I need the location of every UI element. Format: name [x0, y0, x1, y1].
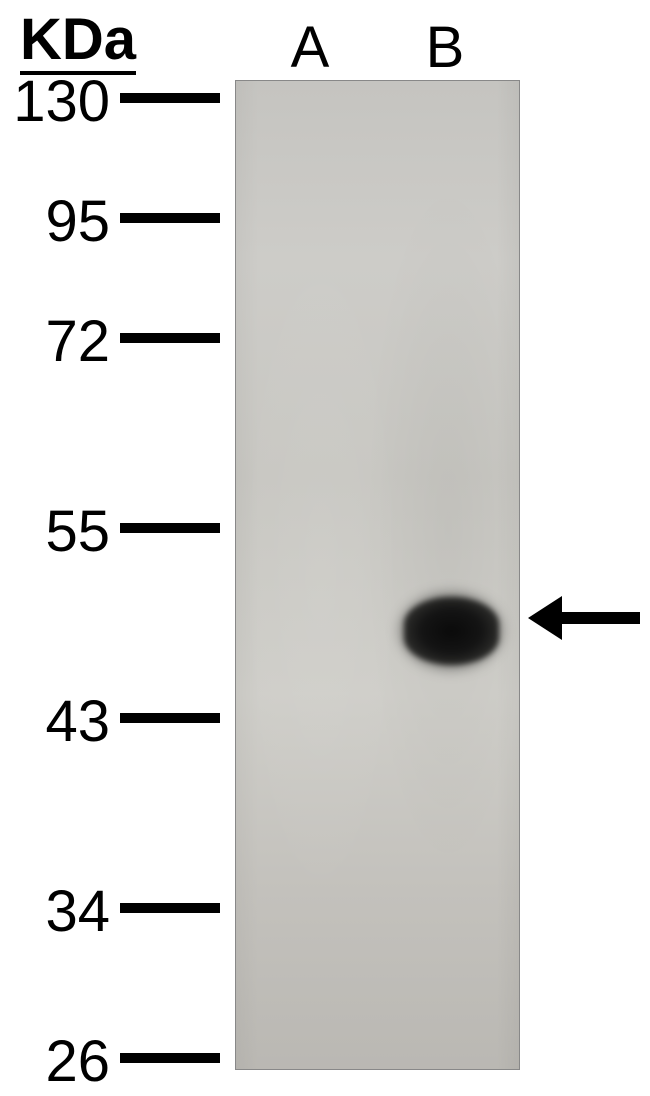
- mw-tick-95: [120, 213, 220, 223]
- axis-unit-text: KDa: [20, 7, 136, 72]
- lane-label-a-text: A: [291, 15, 330, 80]
- mw-label-72: 72: [45, 308, 110, 375]
- mw-tick-43: [120, 713, 220, 723]
- mw-label-34: 34: [45, 878, 110, 945]
- mw-tick-26: [120, 1053, 220, 1063]
- mw-text-55: 55: [45, 499, 110, 564]
- mw-label-43: 43: [45, 688, 110, 755]
- lane-label-b: B: [415, 14, 475, 81]
- mw-label-55: 55: [45, 498, 110, 565]
- mw-text-26: 26: [45, 1029, 110, 1094]
- axis-unit-label: KDa: [20, 10, 136, 75]
- mw-text-34: 34: [45, 879, 110, 944]
- lane-label-b-text: B: [426, 15, 465, 80]
- mw-label-95: 95: [45, 188, 110, 255]
- band-arrow-head: [528, 596, 562, 640]
- protein-band: [404, 597, 499, 665]
- band-arrow-shaft: [562, 612, 640, 624]
- mw-tick-34: [120, 903, 220, 913]
- mw-text-130: 130: [13, 69, 110, 134]
- mw-text-43: 43: [45, 689, 110, 754]
- mw-text-72: 72: [45, 309, 110, 374]
- mw-tick-55: [120, 523, 220, 533]
- mw-tick-130: [120, 93, 220, 103]
- mw-tick-72: [120, 333, 220, 343]
- mw-text-95: 95: [45, 189, 110, 254]
- lane-label-a: A: [280, 14, 340, 81]
- blot-membrane: [235, 80, 520, 1070]
- blot-texture: [236, 81, 519, 1069]
- western-blot-figure: KDa A B 130 95 72 55 43 34: [0, 0, 650, 1096]
- mw-label-130: 130: [13, 68, 110, 135]
- mw-label-26: 26: [45, 1028, 110, 1095]
